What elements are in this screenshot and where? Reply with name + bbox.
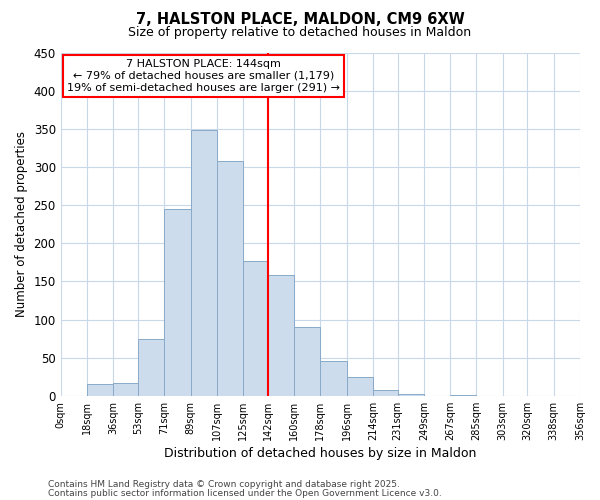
Bar [217,161,243,396]
Text: Contains public sector information licensed under the Open Government Licence v3: Contains public sector information licen… [48,488,442,498]
Bar [138,338,164,396]
Bar [164,209,191,396]
Bar [373,390,398,396]
Bar [113,383,138,396]
Text: 7, HALSTON PLACE, MALDON, CM9 6XW: 7, HALSTON PLACE, MALDON, CM9 6XW [136,12,464,28]
Bar [450,395,476,396]
Text: Contains HM Land Registry data © Crown copyright and database right 2025.: Contains HM Land Registry data © Crown c… [48,480,400,489]
Bar [398,394,424,396]
Y-axis label: Number of detached properties: Number of detached properties [15,131,28,317]
Bar [243,261,268,396]
Bar [294,327,320,396]
X-axis label: Distribution of detached houses by size in Maldon: Distribution of detached houses by size … [164,447,476,460]
Bar [191,130,217,396]
Text: Size of property relative to detached houses in Maldon: Size of property relative to detached ho… [128,26,472,39]
Bar [347,376,373,396]
Bar [320,362,347,396]
Bar [268,276,294,396]
Text: 7 HALSTON PLACE: 144sqm
← 79% of detached houses are smaller (1,179)
19% of semi: 7 HALSTON PLACE: 144sqm ← 79% of detache… [67,60,340,92]
Bar [87,384,113,396]
